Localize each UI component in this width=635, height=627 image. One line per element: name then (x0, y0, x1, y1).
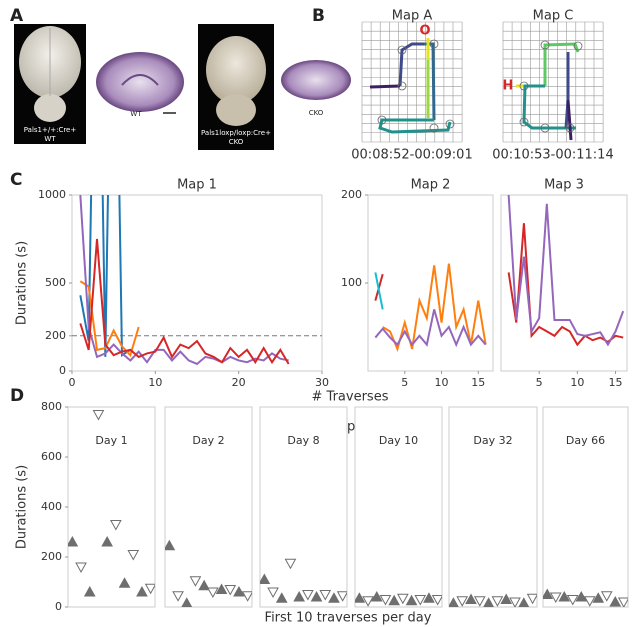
x-tick-label: 15 (609, 376, 623, 389)
y-tick-label: 1000 (38, 188, 66, 201)
x-tick-label: 10 (570, 376, 584, 389)
subplot-title: Day 66 (566, 434, 605, 447)
subplot: Map 2 100 200 5 10 15 (341, 178, 493, 390)
map-title: Map A (392, 9, 433, 24)
y-tick-label: 600 (41, 450, 62, 463)
subplot-title: Day 2 (192, 434, 224, 447)
subplot: Day 10 (354, 407, 442, 607)
panel-label: C (10, 170, 22, 190)
y-tick-label: 500 (45, 276, 66, 289)
photo-caption: WT (130, 110, 142, 118)
map-time: 00:10:53-00:11:14 (492, 148, 613, 163)
panel-label: A (10, 6, 24, 26)
y-tick-label: 100 (341, 276, 362, 289)
x-axis-label: # Traverses (312, 390, 389, 405)
panel-label: D (10, 386, 24, 406)
photo-caption: Pals1+/+:Cre+ (24, 126, 77, 134)
subplot-title: Day 32 (473, 434, 512, 447)
y-tick-label: 200 (45, 329, 66, 342)
subplot-title: Map 1 (177, 178, 217, 193)
map-title: Map C (533, 9, 574, 24)
map-time: 00:08:52-00:09:01 (351, 148, 472, 163)
x-tick-label: 10 (148, 376, 162, 389)
y-tick-label: 200 (41, 550, 62, 563)
subplot-title: Day 8 (287, 434, 319, 447)
subplot-title: Day 1 (95, 434, 127, 447)
y-axis-label: Durations (s) (15, 465, 30, 549)
trajectory (370, 86, 400, 87)
y-tick-label: 0 (55, 600, 62, 613)
photo-caption: Pals1loxp/loxp:Cre+ (201, 129, 271, 137)
figure: A B C D Pals1+/+:Cre+ WT WT Pals1loxp/lo… (0, 0, 635, 627)
photo-caption: WT (44, 135, 56, 143)
x-tick-label: 0 (69, 376, 76, 389)
subplot-title: Map 2 (411, 178, 451, 193)
map-nodes (378, 40, 582, 132)
y-tick-label: 200 (341, 188, 362, 201)
x-tick-label: 10 (435, 376, 449, 389)
map-marker: O (419, 24, 430, 39)
trajectory (400, 44, 424, 86)
trajectory (380, 120, 450, 132)
subplot: Day 2 (164, 407, 252, 607)
subplot: Map 3 5 10 15 (501, 178, 627, 390)
photo-caption: CKO (309, 109, 324, 117)
photo-caption: CKO (229, 138, 244, 146)
subplot: Day 1 0 200 400 600 800 (41, 400, 156, 613)
x-axis-label: First 10 traverses per day (265, 611, 432, 626)
x-tick-label: 15 (471, 376, 485, 389)
y-tick-label: 0 (59, 364, 66, 377)
map-grid (503, 22, 603, 142)
y-tick-label: 400 (41, 500, 62, 513)
x-tick-label: 5 (401, 376, 408, 389)
subplot-title: Map 3 (544, 178, 584, 193)
photo-wt-slice (96, 52, 184, 113)
map-marker: H (503, 79, 514, 94)
photo-cko-slice (281, 60, 351, 100)
trajectory (568, 100, 571, 140)
x-tick-label: 5 (536, 376, 543, 389)
plot-frame (72, 195, 322, 371)
subplot: Day 32 (448, 407, 537, 607)
subplot: Day 8 (259, 407, 347, 607)
trajectory (545, 44, 578, 86)
x-tick-label: 20 (232, 376, 246, 389)
plot-frame (368, 195, 493, 371)
panel-label: B (312, 6, 325, 26)
subplot-title: Day 10 (379, 434, 418, 447)
map-grid (362, 22, 462, 142)
y-axis-label: Durations (s) (15, 241, 30, 325)
y-tick-label: 800 (41, 400, 62, 413)
x-tick-label: 30 (315, 376, 329, 389)
subplot: Day 66 (542, 407, 629, 607)
trajectory (566, 52, 568, 128)
